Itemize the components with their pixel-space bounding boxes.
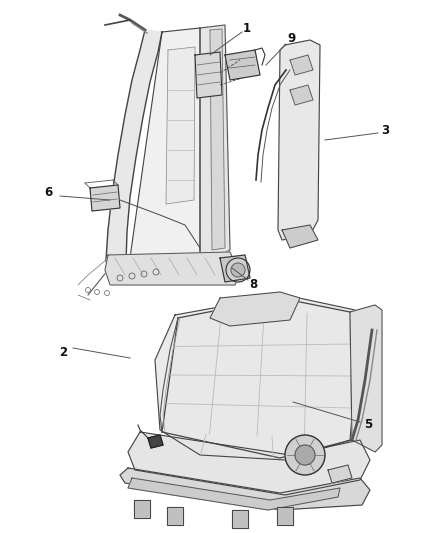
Polygon shape bbox=[155, 295, 360, 460]
Polygon shape bbox=[128, 28, 200, 272]
Circle shape bbox=[231, 263, 245, 277]
Polygon shape bbox=[162, 298, 352, 458]
Polygon shape bbox=[350, 305, 382, 452]
Text: 1: 1 bbox=[243, 21, 251, 35]
Polygon shape bbox=[225, 50, 260, 80]
Polygon shape bbox=[120, 468, 370, 510]
Polygon shape bbox=[128, 432, 370, 495]
Polygon shape bbox=[290, 55, 313, 75]
Circle shape bbox=[295, 445, 315, 465]
Polygon shape bbox=[90, 185, 120, 211]
Text: 3: 3 bbox=[381, 124, 389, 136]
Polygon shape bbox=[106, 30, 162, 272]
Polygon shape bbox=[328, 465, 352, 483]
Circle shape bbox=[285, 435, 325, 475]
Polygon shape bbox=[290, 85, 313, 105]
Polygon shape bbox=[200, 25, 230, 265]
Polygon shape bbox=[282, 225, 318, 248]
Polygon shape bbox=[277, 507, 293, 525]
Text: 5: 5 bbox=[364, 418, 372, 432]
Polygon shape bbox=[210, 292, 300, 326]
Text: 9: 9 bbox=[288, 31, 296, 44]
Text: 2: 2 bbox=[59, 345, 67, 359]
Polygon shape bbox=[195, 52, 222, 98]
Polygon shape bbox=[210, 29, 225, 250]
Circle shape bbox=[226, 258, 250, 282]
Text: 8: 8 bbox=[249, 279, 257, 292]
Polygon shape bbox=[167, 507, 183, 525]
Polygon shape bbox=[134, 500, 150, 518]
Polygon shape bbox=[166, 47, 195, 204]
Polygon shape bbox=[278, 40, 320, 240]
Polygon shape bbox=[220, 255, 250, 282]
Polygon shape bbox=[232, 510, 248, 528]
Polygon shape bbox=[148, 435, 163, 448]
Polygon shape bbox=[105, 252, 240, 285]
Text: 6: 6 bbox=[44, 187, 52, 199]
Polygon shape bbox=[128, 478, 340, 510]
